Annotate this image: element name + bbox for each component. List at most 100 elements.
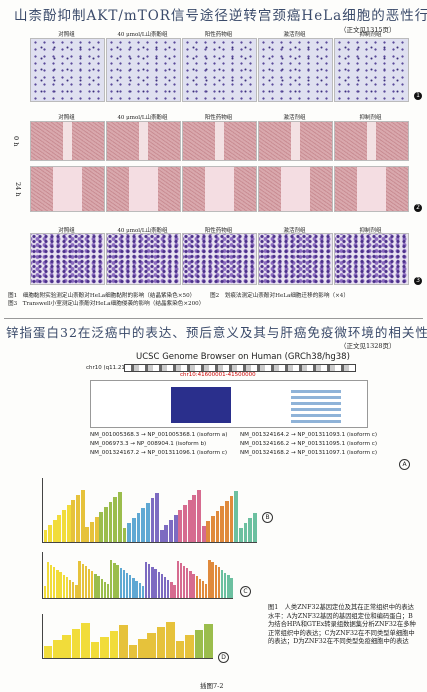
bar-image bbox=[110, 560, 113, 598]
ideogram bbox=[124, 364, 356, 372]
bar-image bbox=[208, 559, 211, 598]
bar-image bbox=[224, 501, 229, 542]
column-label: 对照组 bbox=[58, 228, 75, 234]
bar-image bbox=[151, 566, 154, 598]
micrograph bbox=[182, 121, 257, 161]
bar-image bbox=[175, 640, 185, 658]
bar-image bbox=[56, 569, 59, 598]
row-label: 0 h bbox=[12, 136, 20, 147]
bar-image bbox=[49, 564, 53, 598]
bar-image bbox=[159, 529, 164, 542]
bar-image bbox=[144, 561, 148, 598]
panel-number: 2 bbox=[414, 204, 422, 212]
transcript: NM_001005368.3 → NP_001005368.1 (isoform… bbox=[90, 432, 228, 438]
bar-image bbox=[137, 638, 147, 658]
bar-image bbox=[80, 490, 85, 542]
bar-image bbox=[75, 585, 78, 598]
column-label: 40 μmol/L山柰酚组 bbox=[117, 115, 168, 121]
bar-image bbox=[141, 585, 145, 598]
micrograph bbox=[334, 166, 409, 212]
bar-image bbox=[131, 518, 136, 542]
bar-image bbox=[136, 513, 141, 542]
bar-image bbox=[220, 570, 224, 598]
bar-image bbox=[87, 568, 91, 598]
bar-image bbox=[52, 520, 57, 542]
caption: 图1 人类ZNF32基因定位及其在正常组织中的表达水平：A为ZNF32基因的基因… bbox=[268, 604, 416, 646]
bar-image bbox=[43, 646, 53, 658]
bar-image bbox=[119, 567, 122, 598]
micrograph bbox=[182, 38, 257, 102]
bar-image bbox=[145, 503, 150, 542]
bar-image bbox=[155, 493, 159, 542]
bar-image bbox=[135, 580, 138, 598]
bar-image bbox=[147, 633, 157, 658]
bar-image bbox=[201, 581, 205, 598]
bar-image bbox=[230, 577, 233, 598]
browser-title: UCSC Genome Browser on Human (GRCh38/hg3… bbox=[136, 352, 350, 362]
column-label: 抑制剂组 bbox=[359, 32, 382, 38]
bar-image bbox=[229, 496, 234, 542]
micrograph bbox=[30, 166, 105, 212]
bar-image bbox=[210, 516, 215, 542]
bar-image bbox=[167, 579, 170, 598]
bar-image bbox=[205, 583, 208, 598]
bar-image bbox=[78, 561, 81, 598]
bar-image bbox=[211, 562, 214, 598]
bar-image bbox=[125, 572, 129, 598]
column-label: 对照组 bbox=[58, 115, 75, 121]
micrograph bbox=[334, 233, 409, 285]
page-ref: （正文见1328页） bbox=[340, 342, 396, 350]
bar-image bbox=[43, 586, 46, 598]
bar-image bbox=[46, 562, 50, 598]
bar-image bbox=[90, 642, 100, 658]
bar-image bbox=[90, 521, 94, 542]
bar-image bbox=[173, 514, 178, 542]
track-view bbox=[90, 380, 368, 428]
bar-image bbox=[72, 582, 75, 598]
micrograph bbox=[334, 38, 409, 102]
panel-label: C bbox=[240, 586, 251, 597]
chart-d-image bbox=[42, 614, 213, 659]
column-label: 40 μmol/L山柰酚组 bbox=[117, 228, 168, 234]
bar-image bbox=[234, 491, 239, 542]
bar-image bbox=[192, 494, 197, 542]
bar-image bbox=[214, 564, 217, 598]
bar-image bbox=[141, 508, 146, 542]
bar-image bbox=[132, 578, 135, 598]
bar-image bbox=[68, 579, 72, 598]
bar-image bbox=[103, 506, 108, 542]
bar-image bbox=[178, 509, 183, 542]
bar-image bbox=[94, 516, 99, 542]
bar-image bbox=[198, 578, 202, 598]
caption: 图3 Transwell小室测定山柰酚对HeLa细胞侵袭的影响（结晶紫染色×20… bbox=[8, 301, 205, 307]
bar-image bbox=[215, 511, 220, 542]
chromosome: chr10 (q11.21) bbox=[86, 365, 128, 371]
column-label: 抑制剂组 bbox=[359, 115, 382, 121]
bar-image bbox=[71, 500, 76, 542]
bar-image bbox=[43, 530, 48, 542]
bar-image bbox=[97, 576, 100, 598]
bar-image bbox=[113, 496, 118, 542]
column-label: 对照组 bbox=[58, 32, 75, 38]
bar-image bbox=[122, 570, 126, 598]
bar-image bbox=[186, 568, 189, 598]
column-label: 激活剂组 bbox=[283, 115, 306, 121]
bar-image bbox=[170, 582, 173, 598]
micrograph bbox=[258, 38, 333, 102]
panel-label: D bbox=[218, 652, 229, 663]
bar-image bbox=[173, 584, 176, 598]
caption: 图2 划痕法测定山柰酚对HeLa细胞迁移的影响（×4） bbox=[210, 293, 349, 299]
transcript: NM_001324168.2 → NP_001311097.1 (isoform… bbox=[240, 450, 378, 456]
bar-image bbox=[166, 621, 175, 658]
bar-image bbox=[99, 511, 104, 542]
bar-image bbox=[150, 498, 155, 542]
bar-image bbox=[182, 565, 186, 598]
panel-number: 3 bbox=[414, 277, 422, 285]
column-label: 40 μmol/L山柰酚组 bbox=[117, 32, 168, 38]
bar-image bbox=[81, 623, 90, 658]
micrograph bbox=[258, 166, 333, 212]
separator bbox=[4, 318, 423, 319]
position: chr10:41600001-41500000 bbox=[180, 372, 256, 378]
column-label: 阳性药物组 bbox=[204, 228, 233, 234]
bar-image bbox=[195, 576, 198, 598]
